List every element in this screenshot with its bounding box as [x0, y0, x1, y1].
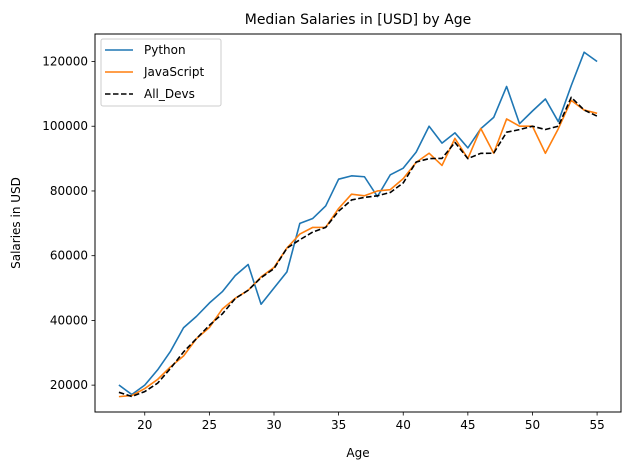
plot-area	[94, 33, 622, 413]
y-tick-label: 20000	[50, 378, 88, 392]
y-tick-label: 120000	[42, 55, 88, 69]
legend-box	[100, 38, 222, 107]
y-tick-label: 80000	[50, 184, 88, 198]
y-tick-label: 40000	[50, 313, 88, 327]
y-tick-label: 100000	[42, 119, 88, 133]
legend-label: JavaScript	[143, 65, 204, 79]
x-tick-label: 50	[525, 418, 540, 432]
x-tick-label: 25	[202, 418, 217, 432]
x-tick-label: 55	[589, 418, 604, 432]
plot-frame	[94, 33, 622, 413]
series-layer	[118, 51, 598, 398]
y-axis-ticks: 20000 40000 60000 80000 100000 120000	[42, 55, 95, 392]
chart-title: Median Salaries in [USD] by Age	[245, 12, 472, 28]
x-tick-label: 30	[266, 418, 281, 432]
x-tick-label: 35	[331, 418, 346, 432]
y-axis-label: Salaries in USD	[9, 177, 23, 269]
series-line-all-devs	[118, 96, 598, 398]
series-line-python	[118, 51, 598, 396]
x-tick-label: 45	[460, 418, 475, 432]
legend: Python JavaScript All_Devs	[100, 38, 222, 107]
y-tick-label: 60000	[50, 249, 88, 263]
x-tick-label: 40	[396, 418, 411, 432]
x-tick-label: 20	[137, 418, 152, 432]
x-axis-ticks: 20 25 30 35 40 45 50 55	[137, 412, 605, 432]
legend-label: All_Devs	[144, 87, 195, 101]
x-axis-label: Age	[346, 446, 369, 460]
legend-label: Python	[144, 43, 186, 57]
